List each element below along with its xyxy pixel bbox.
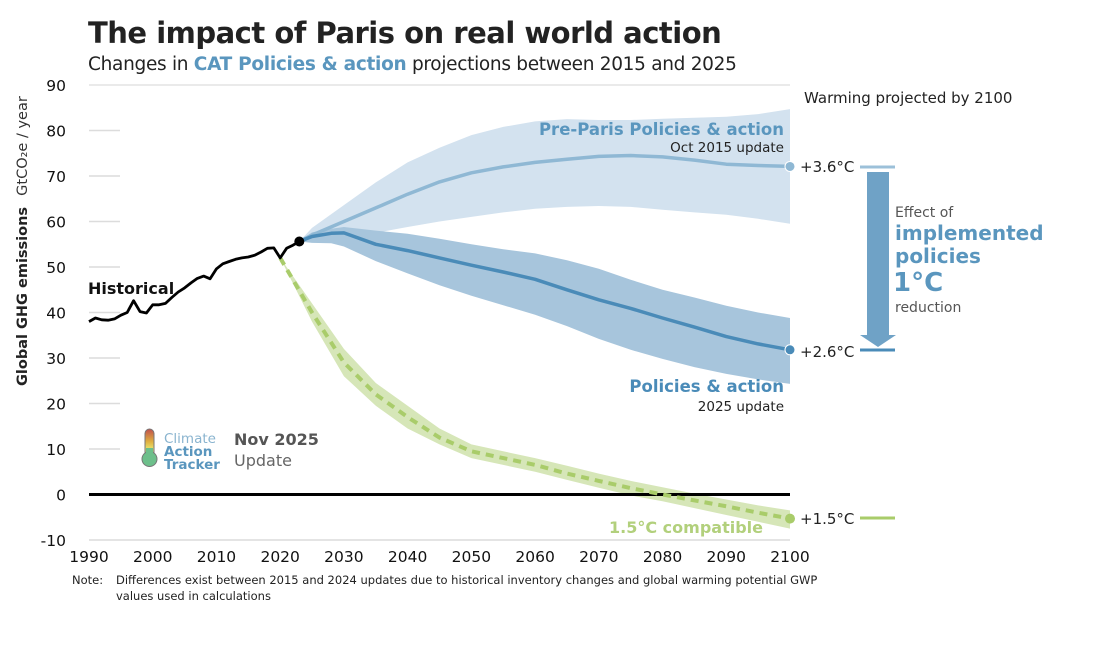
x-tick-label: 2040 (388, 548, 427, 566)
warming-compatible: +1.5°C (800, 510, 854, 528)
effect-line3: policies (895, 244, 981, 268)
line-policies-2025 (298, 231, 791, 352)
subtitle-suffix: projections between 2015 and 2025 (406, 54, 737, 75)
update-title: Nov 2025 (234, 430, 319, 449)
logo-line3: Tracker (164, 457, 220, 473)
x-tick-labels: 1990 2000 2010 2020 2030 2040 2050 2060 2070 2080… (69, 548, 809, 566)
y-tick-label: 30 (46, 350, 66, 368)
point-pre-paris-2100 (784, 160, 796, 172)
uncertainty-bands (280, 109, 790, 529)
subtitle-prefix: Changes in (88, 54, 194, 75)
cat-logo: Climate Action Tracker Nov 2025 Update (141, 428, 319, 473)
y-axis-label-main: Global GHG emissions (15, 207, 31, 386)
band-pre-paris (299, 109, 790, 243)
x-tick-label: 2050 (452, 548, 491, 566)
y-tick-label: 40 (46, 305, 66, 323)
x-tick-label: 2090 (707, 548, 746, 566)
policies-sublabel: 2025 update (698, 399, 784, 415)
effect-line1: Effect of (895, 205, 954, 221)
reduction-arrow (860, 172, 896, 347)
chart-subtitle: Changes in CAT Policies & action project… (88, 54, 737, 75)
footnote-label: Note: (72, 573, 104, 587)
x-tick-label: 2020 (260, 548, 299, 566)
thermometer-icon (141, 428, 158, 467)
x-tick-label: 2080 (643, 548, 682, 566)
point-historical-end (294, 236, 305, 247)
x-tick-label: 2060 (515, 548, 554, 566)
chart-title: The impact of Paris on real world action (88, 16, 722, 50)
x-tick-label: 2030 (324, 548, 363, 566)
subtitle-highlight: CAT Policies & action (193, 54, 407, 75)
prepar-label: Pre-Paris Policies & action (539, 120, 784, 139)
x-tick-label: 2000 (133, 548, 172, 566)
y-tick-label: 50 (46, 259, 66, 277)
y-axis-label: Global GHG emissions GtCO₂e / year (12, 96, 31, 386)
point-1p5-2100 (785, 513, 795, 524)
line-historical (88, 240, 301, 323)
footnote-text: Differences exist between 2015 and 2024 … (116, 573, 818, 603)
y-tick-label: 60 (46, 214, 66, 232)
y-tick-label: 80 (46, 123, 66, 141)
x-tick-label: 2100 (770, 548, 809, 566)
y-tick-label: 10 (46, 441, 66, 459)
warming-prepar: +3.6°C (800, 158, 854, 176)
gridlines (89, 84, 790, 541)
prepar-sublabel: Oct 2015 update (670, 140, 784, 156)
y-tick-label: 20 (46, 396, 66, 414)
logo-line2: Action (164, 444, 212, 460)
logo-line1: Climate (164, 431, 216, 447)
policies-label: Policies & action (629, 377, 784, 396)
effect-line4: 1°C (893, 268, 943, 298)
compatible-label: 1.5°C compatible (609, 518, 763, 537)
series-lines (88, 153, 791, 521)
historical-label: Historical (88, 279, 174, 298)
point-policies-2100 (784, 344, 796, 356)
y-tick-label: 90 (46, 77, 66, 95)
x-tick-label: 2010 (197, 548, 236, 566)
effect-line5: reduction (895, 300, 961, 316)
band-1p5-compatible (280, 257, 790, 529)
end-points (294, 160, 796, 524)
warming-policies: +2.6°C (800, 343, 854, 361)
band-policies-2025 (299, 227, 790, 384)
x-tick-label: 2070 (579, 548, 618, 566)
warming-header: Warming projected by 2100 (804, 89, 1012, 107)
line-pre-paris (298, 153, 791, 244)
x-tick-label: 1990 (69, 548, 108, 566)
effect-line2: implemented (895, 221, 1044, 245)
y-tick-label: -10 (41, 532, 66, 550)
line-1p5-compatible (278, 256, 791, 521)
y-tick-label: 70 (46, 168, 66, 186)
update-subtitle: Update (234, 451, 292, 470)
y-axis-label-unit: GtCO₂e / year (15, 96, 31, 196)
y-tick-label: 0 (56, 487, 66, 505)
y-tick-labels: -10 0 10 20 30 40 50 60 70 80 90 (41, 77, 66, 550)
